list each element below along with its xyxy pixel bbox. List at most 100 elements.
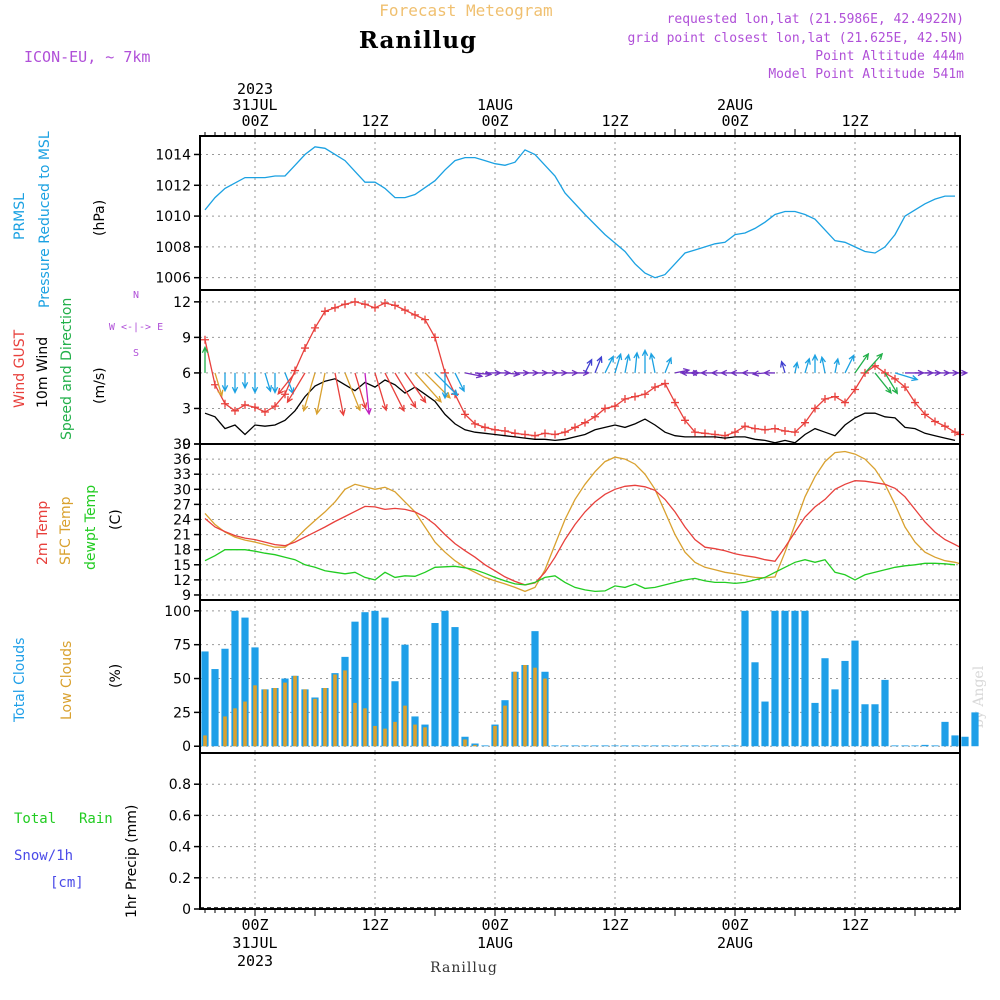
y-tick-label: 0.8 (169, 777, 191, 793)
low-cloud-bar (273, 688, 277, 747)
total-cloud-bar (431, 623, 439, 747)
y-tick-label: 1008 (155, 240, 191, 256)
gust-marker (531, 431, 539, 440)
gust-marker (851, 385, 859, 394)
low-cloud-bar (413, 724, 417, 747)
gust-marker (331, 303, 339, 312)
y-tick-label: 1006 (155, 271, 191, 287)
top-time-label: 31JUL (232, 96, 277, 114)
gust-marker (681, 416, 689, 425)
wind-labels: Wind GUST 10m Wind Speed and Direction (… (12, 290, 163, 440)
low-cloud-bar (223, 716, 227, 747)
marks-layer (200, 146, 979, 909)
y-tick-label: 0 (182, 739, 191, 755)
total-cloud-bar (661, 745, 669, 747)
low-cloud-bar (303, 689, 307, 747)
temp-2m-label: 2m Temp (35, 501, 51, 565)
watermark: by Angel (971, 665, 987, 728)
gust-marker (651, 383, 659, 392)
wind-direction-arrow (504, 370, 521, 378)
gust-marker (251, 403, 259, 412)
clouds-unit-label: (%) (108, 664, 124, 688)
y-tick-label: 0.4 (169, 840, 191, 856)
total-cloud-bar (451, 627, 459, 747)
gust-marker (421, 315, 429, 324)
gust-marker (501, 426, 509, 435)
gust-marker (311, 323, 319, 332)
total-cloud-bar (231, 610, 239, 747)
total-cloud-bar (761, 701, 769, 747)
y-tick-label: 1010 (155, 209, 191, 225)
bottom-time-label: 00Z (481, 916, 508, 934)
total-cloud-bar (961, 736, 969, 747)
y-tick-label: 24 (173, 512, 191, 528)
low-clouds-label: Low Clouds (59, 641, 75, 720)
wind-unit-label: (m/s) (92, 367, 108, 404)
total-cloud-bar (691, 745, 699, 747)
wind-direction-arrow (286, 372, 306, 404)
bottom-time-label: 00Z (241, 916, 268, 934)
y-tick-label: 1014 (155, 147, 191, 163)
wind-direction-arrow (751, 370, 766, 377)
gust-marker (751, 424, 759, 433)
low-cloud-bar (323, 688, 327, 747)
precip-labels: Total Rain Snow/1h [cm] 1hr Precip (mm) (14, 805, 140, 918)
dewpt-line (204, 549, 956, 593)
total-cloud-bar (651, 745, 659, 747)
gust-marker (791, 428, 799, 437)
panel-frame (199, 752, 961, 910)
gust-marker (831, 392, 839, 401)
gust-marker (661, 379, 669, 388)
wind-10m-label: 10m Wind (35, 337, 51, 408)
total-cloud-bar (681, 745, 689, 747)
axes-layer: 1006100810101012101403691291215182124273… (155, 80, 961, 970)
pressure-labels: PRMSL Pressure Reduced to MSL (hPa) (12, 131, 108, 308)
top-time-label: 1AUG (477, 96, 513, 114)
total-cloud-bar (851, 640, 859, 747)
gust-marker (411, 310, 419, 319)
y-tick-label: 33 (173, 467, 191, 483)
total-cloud-bar (821, 658, 829, 747)
low-cloud-bar (543, 678, 547, 747)
wind-direction-arrow (374, 372, 388, 412)
y-tick-label: 0.2 (169, 871, 191, 887)
gust-marker (241, 400, 249, 409)
total-cloud-bar (581, 745, 589, 747)
gust-marker (371, 303, 379, 312)
location-title: Ranillug (359, 27, 477, 54)
gust-marker (511, 429, 519, 438)
gust-marker (301, 344, 309, 353)
wind-direction-arrow (854, 352, 870, 374)
chart-top-title: Forecast Meteogram (379, 1, 552, 20)
gust-marker (541, 429, 549, 438)
total-cloud-bar (571, 745, 579, 747)
gust-marker (551, 430, 559, 439)
gust-marker (731, 428, 739, 437)
temperature-labels: 2m Temp SFC Temp dewpt Temp (C) (35, 485, 124, 570)
total-cloud-bar (621, 745, 629, 747)
wind-direction-arrow (804, 357, 811, 374)
wind-direction-arrow (649, 352, 656, 374)
gust-marker (381, 299, 389, 308)
gust-marker (611, 402, 619, 411)
model-altitude: Model Point Altitude 541m (768, 67, 964, 82)
y-tick-label: 25 (173, 705, 191, 721)
gust-marker (701, 429, 709, 438)
low-cloud-bar (473, 744, 477, 747)
y-tick-label: 27 (173, 497, 191, 513)
wind-direction-arrow (364, 372, 372, 416)
y-tick-label: 0 (182, 902, 191, 918)
top-time-label: 00Z (481, 112, 508, 130)
low-cloud-bar (233, 708, 237, 747)
total-cloud-bar (971, 712, 979, 747)
y-tick-label: 1012 (155, 178, 191, 194)
y-tick-label: 21 (173, 528, 191, 544)
total-cloud-bar (671, 745, 679, 747)
compass-north: N (133, 290, 139, 301)
total-cloud-bar (721, 745, 729, 747)
total-cloud-bar (741, 610, 749, 747)
gust-marker (821, 394, 829, 403)
total-cloud-bar (871, 704, 879, 747)
total-cloud-bar (951, 735, 959, 747)
gust-marker (581, 418, 589, 427)
